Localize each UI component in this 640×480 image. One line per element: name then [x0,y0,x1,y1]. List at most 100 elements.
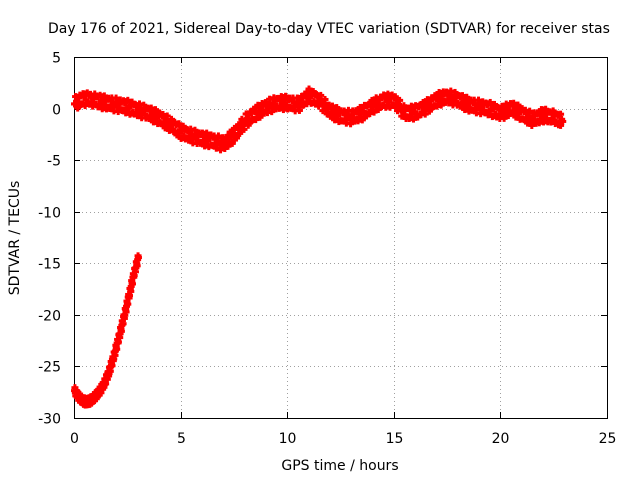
upper-trace-point-v [493,100,497,108]
upper-trace-point-v [398,96,402,104]
y-tick-label: -20 [38,309,61,325]
upper-trace-point-v [387,98,391,106]
y-tick-label: -30 [38,412,61,428]
upper-trace-point-v [101,98,105,106]
upper-trace-point-v [479,110,483,118]
upper-trace-point-v [330,113,334,121]
upper-trace-point-v [205,129,209,137]
upper-trace-point-v [109,103,113,111]
upper-trace-point-v [213,134,217,142]
upper-trace-point-v [512,99,516,107]
upper-trace-point-v [426,100,430,108]
y-tick-label: -15 [38,257,61,273]
upper-trace-point-v [249,109,253,117]
upper-trace-point-v [142,101,146,109]
upper-trace-point-v [75,97,79,105]
upper-trace-point-v [216,132,220,140]
upper-trace-point-v [117,104,121,112]
upper-trace-point-v [527,112,531,120]
upper-trace-point-v [531,113,535,121]
upper-trace-point-v [92,95,96,103]
upper-trace-point-v [232,136,236,144]
x-tick-label: 20 [492,431,510,447]
upper-trace-point-v [386,90,390,98]
upper-trace-point-v [394,102,398,110]
lower-trace-point-v [128,292,132,300]
upper-trace-point-v [324,105,328,113]
lower-trace-point-v [110,362,114,370]
lower-trace-point-v [118,334,122,342]
upper-trace-point-v [265,109,269,117]
upper-trace-point-v [189,125,193,133]
upper-trace-point-v [352,110,356,118]
upper-trace-point-v [526,119,530,127]
upper-trace-point-v [285,101,289,109]
upper-trace-point-v [370,96,374,104]
upper-trace-point-v [501,109,505,117]
upper-trace-point-v [241,122,245,130]
upper-trace-point-v [425,96,429,104]
upper-trace-point-v [180,127,184,135]
lower-trace-point-v [132,272,136,280]
upper-trace-point-v [164,117,168,125]
upper-trace-point-v [376,106,380,114]
upper-trace-point-v [149,104,153,112]
lower-trace-point-v [78,390,82,398]
upper-trace-point-v [346,106,350,114]
upper-trace-point-v [235,134,239,142]
upper-trace-point-v [439,101,443,109]
upper-trace-point-v [416,113,420,121]
upper-trace-point-v [471,106,475,114]
lower-trace-point-v [93,397,97,405]
upper-trace-point-v [515,108,519,116]
upper-trace-point-v [191,139,195,147]
upper-trace-point-v [500,102,504,110]
upper-trace-point-v [76,104,80,112]
upper-trace-point-v [446,89,450,97]
upper-trace-point-v [84,96,88,104]
upper-trace-point-v [141,108,145,116]
y-tick-label: 0 [52,103,61,119]
upper-trace-point-v [83,102,87,110]
upper-trace-point-v [254,116,258,124]
lower-trace-point-v [115,345,119,353]
upper-trace-point-v [464,99,468,107]
upper-trace-point-v [163,124,167,132]
y-tick-label: 5 [52,51,61,67]
upper-trace-point-v [284,92,288,100]
upper-trace-point-v [427,107,431,115]
upper-trace-point-v [295,94,299,102]
upper-trace-point-v [301,94,305,102]
upper-trace-point-v [196,137,200,145]
upper-trace-point-v [258,113,262,121]
upper-trace-point-v [480,105,484,113]
upper-trace-point-v [214,144,218,152]
upper-trace-point-v [360,116,364,124]
upper-trace-point-v [413,108,417,116]
upper-trace-point-v [516,101,520,109]
upper-trace-point-v [92,98,96,106]
y-tick-labels: 5 0 -5 -10 -15 -20 -25 -30 [38,51,61,428]
upper-trace-point-v [230,139,234,147]
lower-trace-point-v [121,320,125,328]
upper-trace-point-v [350,111,354,119]
upper-trace-point-v [170,115,174,123]
upper-trace-point-v [305,89,309,97]
upper-trace-point-v [277,94,281,102]
upper-trace-point-v [323,95,327,103]
upper-trace-point-v [344,119,348,127]
upper-trace-point-v [402,102,406,110]
upper-trace-point-v [359,109,363,117]
upper-trace-point-v [239,120,243,128]
upper-trace-point-v [407,104,411,112]
upper-trace-point-v [255,110,259,118]
upper-trace-point-v [206,137,210,145]
upper-trace-point-v [528,107,532,115]
upper-trace-point-v [229,133,233,141]
lower-trace-point-v [113,351,117,359]
upper-trace-point-v [403,107,407,115]
upper-trace-point-v [461,92,465,100]
upper-trace-point-v [122,107,126,115]
upper-trace-point-v [435,91,439,99]
